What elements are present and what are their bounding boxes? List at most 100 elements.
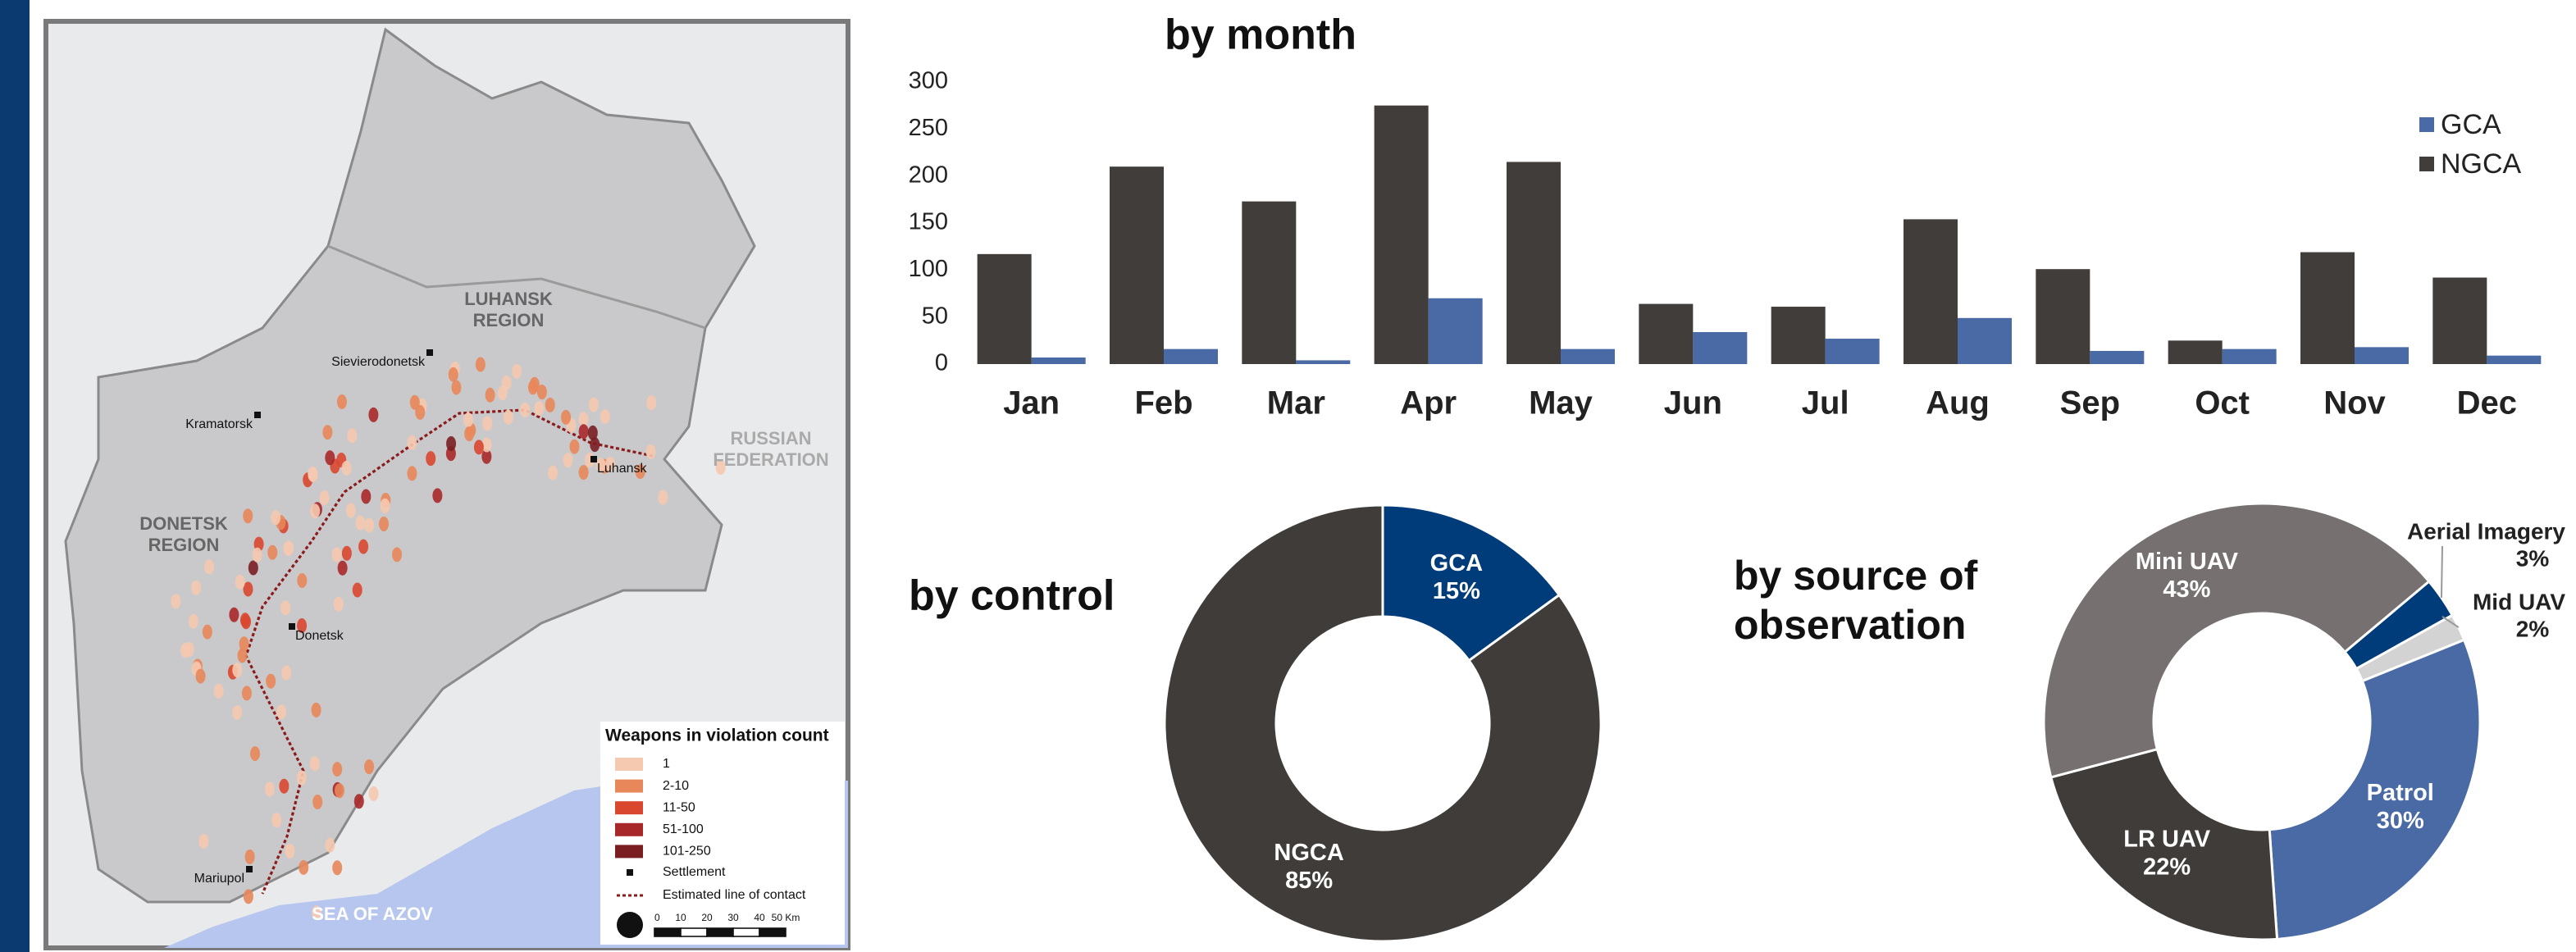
- map-dot: [235, 574, 245, 590]
- map-dot: [595, 458, 606, 473]
- map-dot: [239, 636, 249, 652]
- map-dot: [188, 613, 198, 629]
- bar: [1374, 105, 1429, 364]
- map-dot: [569, 439, 580, 454]
- map-dot: [198, 833, 209, 849]
- map-dot: [171, 594, 181, 609]
- map-dot: [309, 756, 320, 772]
- x-tick-label: Sep: [2060, 385, 2120, 421]
- region-label: RUSSIAN: [730, 428, 811, 449]
- legend-label: GCA: [2441, 109, 2501, 140]
- x-tick-label: Jan: [1003, 385, 1060, 421]
- bar: [1507, 162, 1561, 364]
- x-tick-label: May: [1529, 385, 1593, 421]
- map-dot: [451, 380, 462, 395]
- map-dot: [534, 400, 545, 416]
- bar: [1428, 298, 1483, 364]
- map-dot: [578, 424, 589, 440]
- settlement-marker: [289, 623, 295, 630]
- x-tick-label: Mar: [1267, 385, 1325, 421]
- map-dot: [347, 428, 358, 444]
- map-dot: [311, 702, 321, 717]
- map-dot: [325, 837, 335, 853]
- bar: [1110, 166, 1164, 364]
- map-dot: [512, 363, 522, 379]
- y-tick-label: 200: [909, 162, 948, 188]
- map-dot: [232, 663, 243, 678]
- scale-bar: [732, 927, 760, 937]
- settlement-label: Mariupol: [194, 872, 244, 886]
- bar: [1031, 357, 1086, 364]
- map-dot: [578, 412, 589, 427]
- map-legend-label: 2-10: [663, 779, 689, 793]
- map-dot: [380, 498, 390, 513]
- map-dot: [364, 759, 375, 775]
- slice-value-label: 3%: [2516, 545, 2550, 571]
- map-dot: [355, 515, 366, 531]
- chart-title: by source of observation: [1734, 553, 1978, 648]
- map-dot: [312, 905, 322, 921]
- map-dot: [319, 490, 330, 505]
- map-dot: [191, 580, 202, 595]
- map-dot: [475, 357, 486, 372]
- map-dot: [264, 781, 275, 797]
- map-dot: [266, 673, 276, 689]
- legend-swatch: [2419, 157, 2434, 171]
- map-legend-swatch: [615, 845, 643, 859]
- map-dot: [310, 503, 321, 519]
- slice-value-label: 30%: [2377, 808, 2424, 834]
- map-dot: [248, 560, 258, 576]
- map-dot: [243, 889, 253, 904]
- settlement-marker: [254, 412, 261, 418]
- map-dot: [448, 367, 458, 382]
- x-tick-label: Jul: [1802, 385, 1849, 421]
- bar: [1242, 201, 1297, 364]
- region-label: LUHANSK: [464, 289, 553, 309]
- leader-line: [2442, 616, 2460, 628]
- x-tick-label: Jun: [1664, 385, 1722, 421]
- map-dot: [229, 607, 239, 622]
- bar: [2168, 340, 2223, 364]
- region-label: FEDERATION: [713, 449, 828, 470]
- map-dot: [590, 437, 600, 453]
- map-dot: [239, 613, 250, 628]
- scale-label: 0: [654, 912, 660, 923]
- bar: [1958, 317, 2012, 364]
- map-dot: [296, 770, 307, 786]
- settlement-label: Sievierodonetsk: [331, 355, 426, 369]
- map-dot: [545, 397, 555, 412]
- map-dot: [578, 465, 589, 481]
- map-legend-label: 51-100: [663, 822, 704, 836]
- map-dot: [600, 409, 610, 425]
- map-dot: [481, 437, 492, 453]
- map-dot: [325, 450, 335, 466]
- bar: [1693, 332, 1748, 364]
- map-dot: [331, 547, 342, 563]
- map-legend-label: 11-50: [663, 800, 695, 814]
- map-dot: [345, 503, 356, 518]
- bar: [1561, 348, 1615, 364]
- map-dot: [520, 402, 531, 417]
- map-dot: [353, 794, 364, 809]
- map-dot: [645, 444, 656, 459]
- slice-value-label: 22%: [2143, 854, 2191, 880]
- scale-label: 20: [701, 912, 713, 923]
- map-dot: [473, 440, 484, 455]
- scale-bar: [759, 927, 786, 937]
- map-dot: [548, 465, 559, 481]
- x-tick-label: Nov: [2323, 385, 2386, 421]
- y-tick-label: 300: [909, 68, 948, 94]
- map-dot: [299, 859, 309, 875]
- map-dot: [368, 786, 379, 801]
- y-tick-label: 0: [935, 350, 948, 376]
- map-dot: [244, 849, 255, 864]
- map-dot: [561, 409, 572, 425]
- x-tick-label: Feb: [1134, 385, 1192, 421]
- map-dot: [368, 407, 379, 422]
- map-dot: [336, 394, 347, 409]
- map-dot: [280, 600, 291, 616]
- map-dot: [527, 380, 538, 395]
- settlement-label: Luhansk: [597, 462, 647, 476]
- side-strip: [0, 0, 30, 952]
